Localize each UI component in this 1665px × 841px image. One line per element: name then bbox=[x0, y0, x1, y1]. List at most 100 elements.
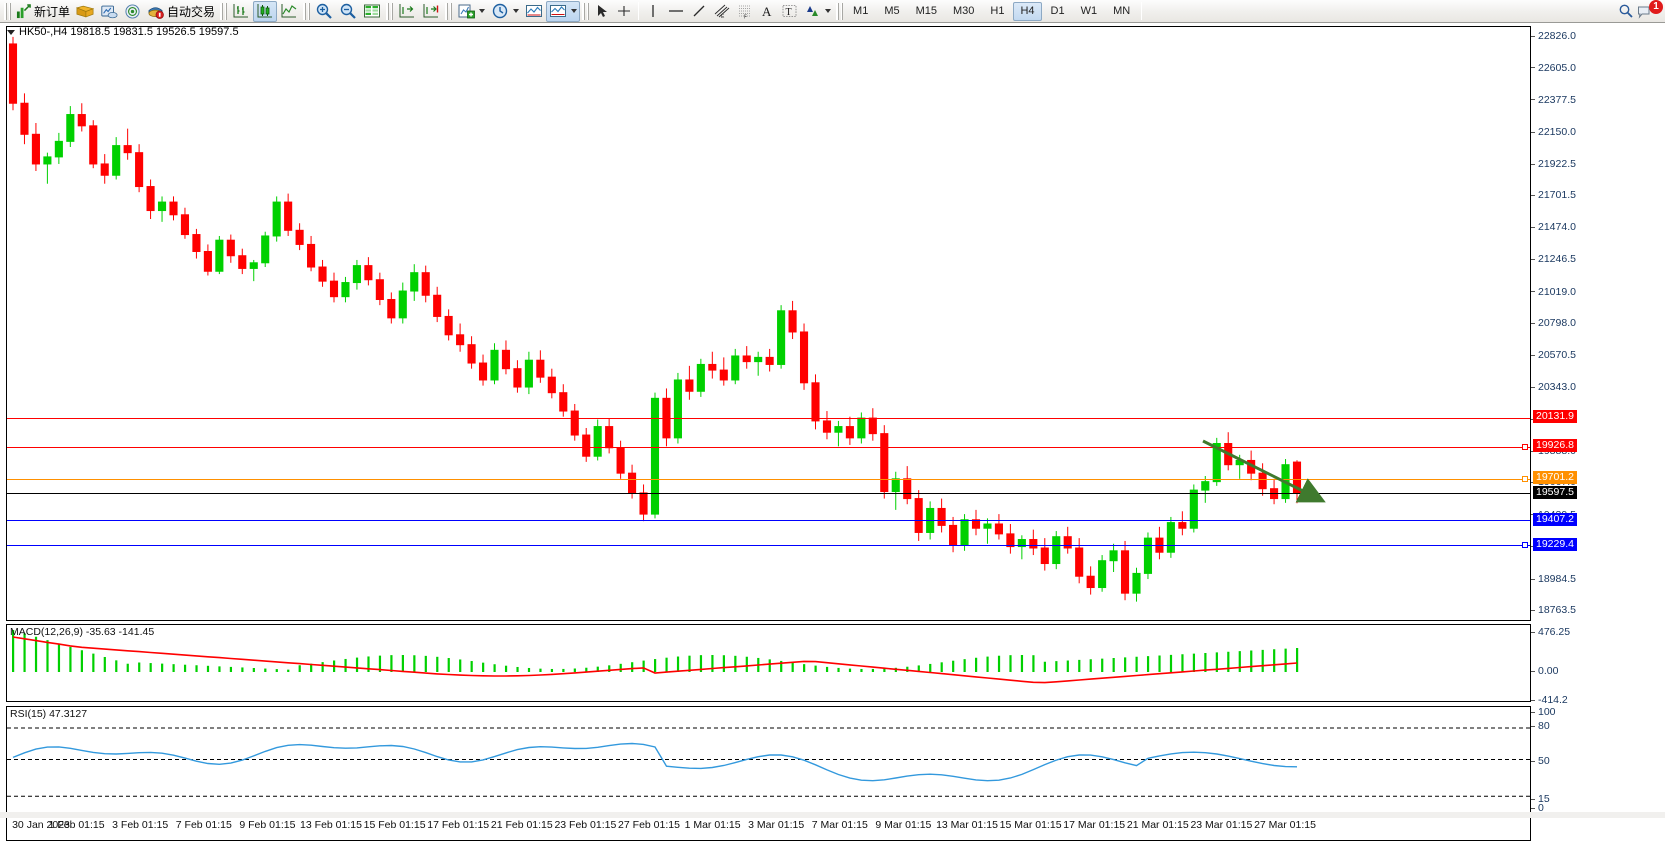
fibonacci-button[interactable]: F bbox=[733, 1, 756, 22]
toolbar-grip-1[interactable] bbox=[4, 2, 11, 20]
price-axis-tick: 21019.0 bbox=[1531, 286, 1663, 298]
bar-chart-button[interactable] bbox=[229, 1, 253, 22]
publish-button[interactable] bbox=[97, 1, 121, 22]
level-line-pivot[interactable] bbox=[7, 478, 1530, 480]
templates-list-button[interactable] bbox=[546, 0, 581, 22]
folder-button[interactable] bbox=[73, 1, 97, 22]
horizontal-line-button[interactable] bbox=[664, 1, 688, 22]
toolbar-grip-3[interactable] bbox=[303, 2, 311, 20]
price-level-pill-resistance-2[interactable]: 20131.9 bbox=[1533, 410, 1577, 424]
timeframe-w1[interactable]: W1 bbox=[1080, 5, 1098, 17]
text-label-button[interactable]: T bbox=[778, 1, 801, 22]
toolbar-grip-5[interactable] bbox=[445, 2, 453, 20]
broadcast-icon bbox=[125, 3, 140, 19]
toolbar-sep-1 bbox=[638, 2, 640, 20]
search-button[interactable] bbox=[1615, 1, 1637, 22]
macd-label: MACD(12,26,9) -35.63 -141.45 bbox=[10, 626, 155, 638]
svg-text:E: E bbox=[721, 14, 725, 19]
macd-axis-tick: -414.2 bbox=[1531, 694, 1663, 706]
chart-area[interactable]: HK50-,H4 19818.5 19831.5 19526.5 19597.5… bbox=[3, 23, 1665, 841]
level-handle-resistance-1[interactable] bbox=[1522, 443, 1528, 450]
level-line-support-2[interactable] bbox=[7, 545, 1530, 547]
cursor-icon bbox=[598, 5, 608, 17]
templates-button[interactable] bbox=[522, 1, 546, 22]
rsi-pane[interactable]: RSI(15) 47.3127 bbox=[6, 706, 1531, 813]
vertical-line-button[interactable] bbox=[642, 1, 664, 22]
time-axis-label: 23 Mar 01:15 bbox=[1190, 819, 1253, 831]
notification-button[interactable]: 1 bbox=[1637, 0, 1663, 22]
level-line-last-price[interactable] bbox=[7, 493, 1530, 495]
timeframe-m30[interactable]: M30 bbox=[953, 5, 975, 17]
macd-axis-tick: 0.00 bbox=[1531, 665, 1663, 677]
timeframe-h1[interactable]: H1 bbox=[990, 5, 1005, 17]
symbol-info-bar[interactable]: HK50-,H4 19818.5 19831.5 19526.5 19597.5 bbox=[7, 26, 239, 38]
zoom-in-button[interactable] bbox=[312, 1, 336, 22]
price-level-pill-support-1[interactable]: 19407.2 bbox=[1533, 512, 1577, 526]
auto-scroll-button[interactable] bbox=[395, 1, 419, 22]
rsi-axis-tick: 100 bbox=[1531, 706, 1663, 718]
add-indicator-caret-icon bbox=[479, 9, 486, 13]
macd-tick-label: -414.2 bbox=[1538, 694, 1568, 706]
price-tick-label: 18984.5 bbox=[1538, 572, 1576, 585]
template-icon bbox=[526, 5, 543, 17]
level-line-resistance-2[interactable] bbox=[7, 417, 1530, 419]
publish-icon bbox=[101, 5, 118, 18]
price-tick-label: 18763.5 bbox=[1538, 604, 1576, 617]
timeframe-m15[interactable]: M15 bbox=[915, 5, 937, 17]
timeframe-mn[interactable]: MN bbox=[1113, 5, 1131, 17]
data-window-button[interactable] bbox=[360, 1, 384, 22]
zoom-out-button[interactable] bbox=[336, 1, 360, 22]
text-label-icon: T bbox=[782, 5, 797, 18]
svg-text:F: F bbox=[744, 15, 747, 20]
level-handle-support-2[interactable] bbox=[1522, 542, 1528, 549]
price-axis-tick: 22826.0 bbox=[1531, 30, 1663, 42]
arrows-button[interactable] bbox=[801, 1, 834, 22]
price-pane[interactable] bbox=[6, 26, 1531, 621]
clock-icon bbox=[492, 3, 508, 19]
time-axis-label: 23 Feb 01:15 bbox=[554, 819, 617, 831]
time-axis-label: 21 Feb 01:15 bbox=[490, 819, 553, 831]
symbol-dropdown-caret-icon[interactable] bbox=[7, 29, 15, 35]
price-level-pill-support-2[interactable]: 19229.4 bbox=[1533, 537, 1577, 551]
timeframe-m1[interactable]: M1 bbox=[853, 5, 869, 17]
price-tick-label: 22605.0 bbox=[1538, 61, 1576, 74]
toolbar-grip-2[interactable] bbox=[220, 2, 228, 20]
price-level-pill-last-price[interactable]: 19597.5 bbox=[1533, 485, 1577, 499]
toolbar-grip-4[interactable] bbox=[386, 2, 394, 20]
toolbar-grip-6[interactable] bbox=[582, 2, 590, 20]
toolbar-grip-7[interactable] bbox=[836, 2, 844, 20]
rsi-plot bbox=[7, 727, 1530, 797]
broadcast-button[interactable] bbox=[121, 1, 144, 22]
line-chart-button[interactable] bbox=[277, 1, 301, 22]
period-button[interactable] bbox=[488, 1, 522, 22]
new-order-icon bbox=[16, 3, 31, 18]
trendline-icon bbox=[693, 5, 705, 17]
trendline-button[interactable] bbox=[688, 1, 710, 22]
level-line-support-1[interactable] bbox=[7, 520, 1530, 522]
timeframe-m5[interactable]: M5 bbox=[884, 5, 900, 17]
price-candles bbox=[8, 36, 1302, 602]
level-handle-pivot[interactable] bbox=[1522, 475, 1528, 482]
macd-pane[interactable]: MACD(12,26,9) -35.63 -141.45 bbox=[6, 624, 1531, 702]
rsi-tick-label: 50 bbox=[1538, 755, 1550, 767]
price-tick-label: 21246.5 bbox=[1538, 253, 1576, 266]
chart-shift-button[interactable] bbox=[419, 1, 443, 22]
timeframe-h4[interactable]: H4 bbox=[1013, 1, 1042, 21]
price-axis[interactable]: 22826.0 22605.0 22377.5 22150.0 21922.5 21701… bbox=[1531, 26, 1665, 814]
equidistant-channel-button[interactable]: E bbox=[710, 1, 733, 22]
candlestick-chart-button[interactable] bbox=[253, 0, 278, 22]
rsi-label: RSI(15) 47.3127 bbox=[10, 708, 88, 720]
auto-trading-button[interactable]: 自动交易 bbox=[144, 1, 218, 22]
cursor-button[interactable] bbox=[591, 1, 613, 22]
price-level-pill-resistance-1[interactable]: 19926.8 bbox=[1533, 439, 1577, 453]
vertical-line-icon bbox=[652, 5, 654, 17]
new-order-button[interactable]: 新订单 bbox=[13, 1, 73, 22]
level-line-resistance-1[interactable] bbox=[7, 446, 1530, 448]
timeframe-d1[interactable]: D1 bbox=[1050, 5, 1065, 17]
text-button[interactable]: A bbox=[756, 1, 778, 22]
price-tick-label: 22377.5 bbox=[1538, 93, 1576, 106]
price-level-pill-pivot[interactable]: 19701.2 bbox=[1533, 471, 1577, 485]
horizontal-scrollbar[interactable] bbox=[0, 812, 1665, 818]
crosshair-button[interactable] bbox=[613, 1, 635, 22]
add-indicator-button[interactable] bbox=[454, 1, 488, 22]
